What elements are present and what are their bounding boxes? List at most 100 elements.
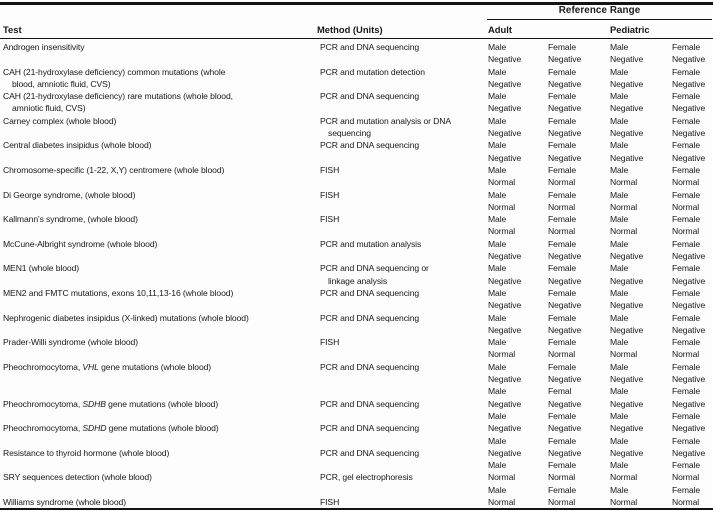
table-row: SRY sequences detection (whole blood) PCR…	[0, 471, 713, 496]
cell-line: Female	[672, 410, 701, 421]
cell-line: Normal	[548, 177, 576, 188]
method-cell: PCR, gel electrophoresis	[310, 471, 488, 496]
cell-line: Normal	[672, 496, 700, 507]
table-row: MEN2 and FMTC mutations, exons 10,11,13-…	[0, 287, 713, 312]
adult-male-cell: Male Negative	[488, 312, 548, 337]
cell-line: Normal	[548, 226, 576, 237]
cell-line: Male	[488, 189, 507, 200]
cell-line: MEN1 (whole blood)	[3, 263, 80, 274]
cell-line: Female	[548, 238, 577, 249]
cell-line: Male	[610, 115, 629, 126]
cell-line: PCR and DNA sequencing	[320, 91, 420, 102]
adult-male-cell: Male Negative	[488, 41, 548, 66]
method-cell: PCR and DNA sequencing	[310, 361, 488, 398]
pediatric-female-cell: Normal Female	[672, 471, 713, 496]
cell-line: PCR and mutation detection	[320, 66, 425, 77]
cell-line: Female	[548, 287, 577, 298]
pediatric-female-cell: Female Normal	[672, 189, 713, 214]
cell-line: Male	[488, 164, 507, 175]
adult-male-cell: Male Negative	[488, 66, 548, 91]
adult-female-cell: Female Negative	[548, 41, 610, 66]
cell-line: Negative	[548, 251, 582, 262]
cell-line: Negative	[548, 447, 582, 458]
cell-line: PCR and DNA sequencing or	[320, 263, 429, 274]
method-cell: FISH	[310, 496, 488, 508]
cell-line: Negative	[610, 398, 644, 409]
cell-line: Female	[548, 337, 577, 348]
pediatric-male-cell: Male Negative	[610, 41, 672, 66]
cell-line: Female	[548, 91, 577, 102]
cell-line: Negative	[488, 78, 522, 89]
table-row: Central diabetes insipidus (whole blood)…	[0, 139, 713, 164]
cell-line: Negative	[610, 54, 644, 65]
test-cell: Kallmann's syndrome, (whole blood)	[0, 213, 310, 238]
cell-line: Male	[488, 410, 507, 421]
cell-line: Negative	[488, 251, 522, 262]
cell-line: Normal	[672, 349, 700, 360]
cell-line: Negative	[548, 128, 582, 139]
cell-line: Negative	[672, 152, 706, 163]
test-cell: Chromosome-specific (1-22, X,Y) centrome…	[0, 164, 310, 189]
cell-line: Normal	[672, 177, 700, 188]
method-cell: PCR and DNA sequencing	[310, 447, 488, 472]
adult-female-cell: Female Negative	[548, 66, 610, 91]
cell-line: Male	[488, 42, 507, 52]
table-row: Williams syndrome (whole blood) FISH Norma…	[0, 496, 713, 508]
cell-line: Female	[672, 484, 701, 495]
cell-line: Male	[488, 312, 507, 323]
cell-line: Female	[548, 263, 577, 274]
table-row: Resistance to thyroid hormone (whole blo…	[0, 447, 713, 472]
cell-line: Normal	[610, 496, 638, 507]
adult-male-cell: Male Negative	[488, 262, 548, 287]
cell-line: Negative	[488, 54, 522, 65]
cell-line: Normal	[488, 472, 516, 483]
cell-line: Negative	[672, 103, 706, 114]
adult-female-cell: Female Negative	[548, 238, 610, 263]
cell-line: Male	[488, 337, 507, 348]
cell-line: Carney complex (whole blood)	[3, 115, 117, 126]
cell-line: Femal	[548, 386, 572, 397]
cell-line: Male	[610, 91, 629, 102]
table-row: Nephrogenic diabetes insipidus (X-linked…	[0, 312, 713, 337]
cell-line: Male	[610, 214, 629, 225]
cell-line: Negative	[610, 78, 644, 89]
method-cell: FISH	[310, 164, 488, 189]
cell-line: Di George syndrome, (whole blood)	[3, 189, 136, 200]
cell-line: Male	[610, 435, 629, 446]
cell-line: Female	[548, 361, 577, 372]
cell-line: Negative	[610, 152, 644, 163]
cell-line: Male	[488, 287, 507, 298]
adult-female-cell: Female Normal	[548, 164, 610, 189]
cell-line: PCR and mutation analysis	[320, 238, 422, 249]
pediatric-female-cell: Normal	[672, 496, 713, 508]
cell-line: FISH	[320, 337, 340, 348]
cell-line: FISH	[320, 164, 340, 175]
cell-line: Female	[548, 42, 577, 52]
cell-line: Male	[610, 140, 629, 151]
cell-line: Negative	[672, 374, 706, 385]
cell-line: sequencing	[328, 128, 371, 139]
method-cell: FISH	[310, 213, 488, 238]
cell-line: FISH	[320, 189, 340, 200]
cell-line: Negative	[548, 300, 582, 311]
cell-line: Female	[548, 410, 577, 421]
cell-line: Male	[488, 140, 507, 151]
method-cell: PCR and DNA sequencing	[310, 312, 488, 337]
test-cell: CAH (21-hydroxylase deficiency) rare mut…	[0, 90, 310, 115]
pediatric-male-cell: Male Normal	[610, 213, 672, 238]
cell-line: Central diabetes insipidus (whole blood)	[3, 140, 152, 151]
cell-line: Kallmann's syndrome, (whole blood)	[3, 214, 138, 225]
cell-line: Female	[672, 189, 701, 200]
cell-line: Negative	[610, 275, 644, 286]
pediatric-male-cell: Normal	[610, 496, 672, 508]
cell-line: Male	[488, 66, 507, 77]
cell-line: PCR and DNA sequencing	[320, 42, 420, 52]
test-cell: Pheochromocytoma, SDHD gene mutations (w…	[0, 422, 310, 447]
cell-line: Negative	[672, 128, 706, 139]
cell-line: Female	[672, 91, 701, 102]
cell-line: Normal	[610, 472, 638, 483]
cell-line: Negative	[488, 374, 522, 385]
test-cell: CAH (21-hydroxylase deficiency) common m…	[0, 66, 310, 91]
table-row: Chromosome-specific (1-22, X,Y) centrome…	[0, 164, 713, 189]
cell-line: Androgen insensitivity	[3, 42, 85, 52]
